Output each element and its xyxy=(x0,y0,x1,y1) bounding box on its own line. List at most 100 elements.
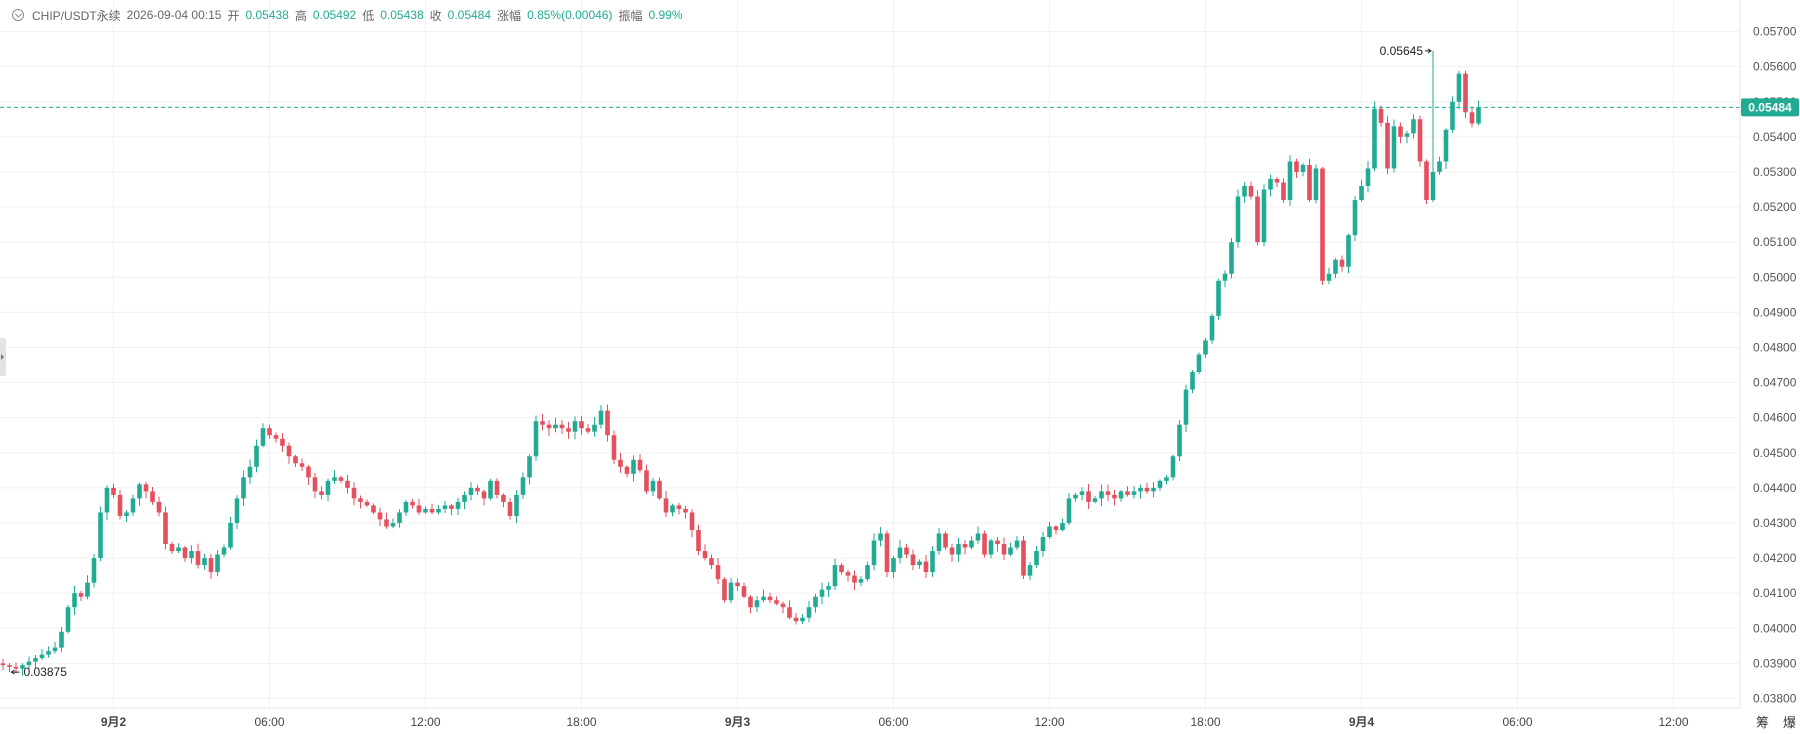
candle-body xyxy=(1177,424,1182,457)
candle xyxy=(176,543,181,554)
candle-body xyxy=(208,558,214,573)
close-value: 0.05484 xyxy=(447,8,492,22)
candle-body xyxy=(176,547,181,552)
candle-body xyxy=(130,498,136,513)
candle xyxy=(1066,493,1072,525)
candle xyxy=(1138,484,1143,499)
candle xyxy=(878,527,883,547)
candle xyxy=(683,506,688,519)
candle xyxy=(358,495,363,509)
candle-body xyxy=(195,551,201,566)
candle xyxy=(33,654,38,668)
candle-body xyxy=(332,477,337,481)
liquidation-button[interactable]: 爆 xyxy=(1782,715,1796,730)
candle xyxy=(689,509,695,538)
candle-body xyxy=(143,484,149,492)
candle xyxy=(1430,50,1436,203)
side-panel-toggle[interactable] xyxy=(0,338,6,376)
candle-body xyxy=(663,498,669,513)
candle-body xyxy=(631,459,636,474)
candle-body xyxy=(254,445,259,467)
candle xyxy=(1300,162,1306,177)
candle-body xyxy=(1372,108,1377,169)
candle-body xyxy=(1437,161,1442,172)
candle-body xyxy=(98,512,103,559)
price-axis[interactable]: 0.057000.056000.055000.054000.053000.052… xyxy=(1739,0,1799,708)
candle xyxy=(488,478,493,501)
collapse-chevron-icon[interactable] xyxy=(12,9,24,21)
candle-body xyxy=(150,491,155,502)
candle xyxy=(1151,482,1156,498)
candle xyxy=(1313,164,1319,204)
candle xyxy=(826,582,831,598)
candle xyxy=(215,550,220,577)
candle-body xyxy=(1105,491,1111,495)
candle-body xyxy=(449,505,454,509)
candle-body xyxy=(0,663,6,666)
candle xyxy=(832,558,838,591)
x-tick-label: 18:00 xyxy=(566,715,596,729)
candle xyxy=(579,415,584,435)
candle-body xyxy=(715,565,721,580)
candle-body xyxy=(592,424,597,432)
candle xyxy=(767,592,773,604)
candle-body xyxy=(1040,537,1046,552)
candle xyxy=(384,512,389,529)
candle-body xyxy=(1125,491,1130,495)
candle-body xyxy=(410,501,415,506)
ohlc-header: CHIP/USDT永续 2026-09-04 00:15 开 0.05438 高… xyxy=(12,6,683,24)
candle-body xyxy=(748,596,753,608)
candle xyxy=(1372,101,1377,172)
candle-body xyxy=(1229,242,1234,274)
low-value: 0.05438 xyxy=(380,8,424,22)
candle xyxy=(624,465,630,478)
candle-body xyxy=(33,658,38,662)
candle-body xyxy=(683,508,688,513)
candle xyxy=(663,490,669,518)
candle-body xyxy=(1430,171,1436,201)
candle xyxy=(26,656,32,670)
candle xyxy=(1001,537,1007,560)
candle-body xyxy=(735,582,740,587)
candle-body xyxy=(553,424,558,429)
symbol-label[interactable]: CHIP/USDT永续 xyxy=(32,8,121,23)
time-axis[interactable]: 9月2 06:00 12:00 18:00 9月3 06:00 12:00 18:00 9月4 0… xyxy=(0,707,1740,729)
candle-body xyxy=(228,522,233,548)
candle xyxy=(949,543,955,562)
candle-body xyxy=(247,466,253,478)
candle xyxy=(644,464,649,494)
candle-body xyxy=(377,512,383,520)
candle-body xyxy=(488,480,493,499)
candle-body xyxy=(891,558,896,573)
candle-body xyxy=(280,438,285,446)
candle-body xyxy=(397,512,402,523)
candle xyxy=(696,524,701,555)
candle xyxy=(189,545,194,564)
candle xyxy=(943,531,948,550)
x-tick-label: 06:00 xyxy=(1502,715,1532,729)
candle-body xyxy=(221,547,227,555)
chip-distribution-button[interactable]: 筹 xyxy=(1755,715,1769,730)
candle-body xyxy=(917,561,922,566)
candle xyxy=(1099,484,1104,507)
candle-body xyxy=(13,666,19,669)
y-tick-label: 0.04900 xyxy=(1753,305,1797,319)
candle-body xyxy=(1086,491,1091,502)
candle-body xyxy=(85,582,90,597)
candle-body xyxy=(884,533,890,573)
candle xyxy=(59,626,64,653)
candle-body xyxy=(995,540,1000,545)
candle-body xyxy=(774,600,779,604)
candle xyxy=(1222,270,1228,288)
candle-body xyxy=(1060,522,1065,530)
candle xyxy=(1365,160,1371,193)
candle xyxy=(312,473,318,499)
close-label: 收 xyxy=(429,8,442,23)
low-marker-label: 0.03875 xyxy=(24,665,68,679)
x-tick-label: 18:00 xyxy=(1190,715,1220,729)
candle xyxy=(1294,158,1299,178)
low-label: 低 xyxy=(362,8,375,23)
candle xyxy=(280,432,285,452)
